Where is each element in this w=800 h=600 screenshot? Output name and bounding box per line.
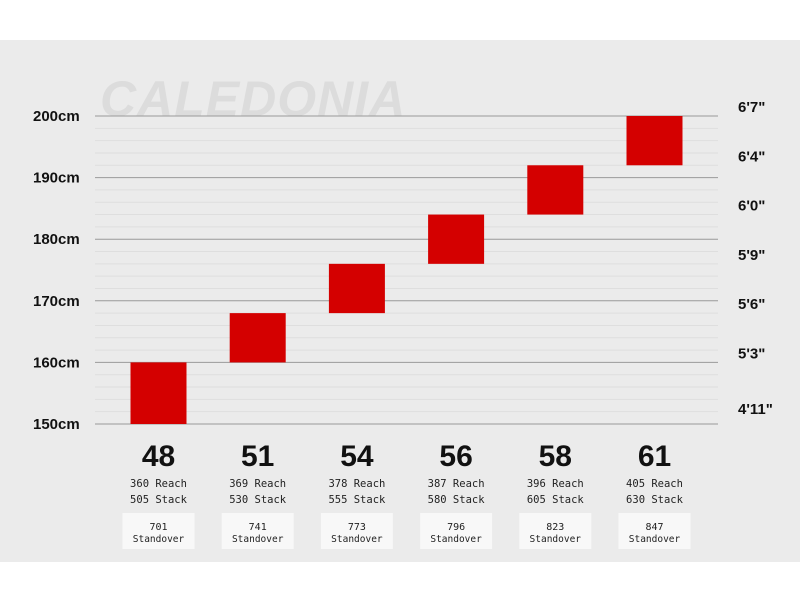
brand-watermark: CALEDONIA bbox=[100, 71, 407, 127]
reach-label: 369 Reach bbox=[229, 478, 286, 490]
reach-label: 396 Reach bbox=[527, 478, 584, 490]
size-bar-51 bbox=[229, 313, 286, 363]
reach-label: 360 Reach bbox=[130, 478, 187, 490]
size-label: 58 bbox=[539, 440, 572, 473]
right-tick-label: 5'3" bbox=[738, 345, 765, 362]
left-tick-label: 180cm bbox=[33, 231, 80, 248]
standover-label: Standover bbox=[629, 534, 681, 545]
size-label: 51 bbox=[241, 440, 274, 473]
reach-label: 378 Reach bbox=[328, 478, 385, 490]
stack-label: 505 Stack bbox=[130, 494, 188, 506]
right-tick-label: 5'6" bbox=[738, 296, 765, 313]
size-label: 56 bbox=[439, 440, 472, 473]
standover-value: 823 bbox=[546, 522, 564, 533]
standover-value: 773 bbox=[348, 522, 366, 533]
stack-label: 555 Stack bbox=[328, 494, 386, 506]
size-bar-48 bbox=[130, 362, 187, 424]
standover-label: Standover bbox=[530, 534, 582, 545]
stack-label: 630 Stack bbox=[626, 494, 684, 506]
left-tick-label: 200cm bbox=[33, 108, 80, 125]
standover-label: Standover bbox=[430, 534, 482, 545]
left-tick-label: 160cm bbox=[33, 354, 80, 371]
stack-label: 530 Stack bbox=[229, 494, 287, 506]
size-bar-61 bbox=[626, 116, 683, 166]
standover-box bbox=[618, 513, 691, 549]
right-tick-label: 6'4" bbox=[738, 148, 765, 165]
size-label: 54 bbox=[340, 440, 374, 473]
size-bar-54 bbox=[328, 263, 385, 314]
stack-label: 580 Stack bbox=[428, 494, 486, 506]
right-tick-label: 6'0" bbox=[738, 198, 765, 215]
standover-label: Standover bbox=[133, 534, 185, 545]
right-tick-label: 5'9" bbox=[738, 247, 765, 264]
left-tick-label: 190cm bbox=[33, 170, 80, 187]
standover-value: 796 bbox=[447, 522, 465, 533]
standover-value: 847 bbox=[645, 522, 663, 533]
standover-box bbox=[519, 513, 592, 549]
right-tick-label: 4'11" bbox=[738, 401, 773, 418]
left-tick-label: 150cm bbox=[33, 416, 80, 433]
size-bar-58 bbox=[527, 165, 584, 215]
standover-box bbox=[320, 513, 393, 549]
left-tick-label: 170cm bbox=[33, 293, 80, 310]
stack-label: 605 Stack bbox=[527, 494, 585, 506]
standover-box bbox=[420, 513, 493, 549]
standover-label: Standover bbox=[232, 534, 284, 545]
standover-label: Standover bbox=[331, 534, 383, 545]
standover-box bbox=[122, 513, 195, 549]
standover-box bbox=[221, 513, 294, 549]
reach-label: 387 Reach bbox=[428, 478, 485, 490]
reach-label: 405 Reach bbox=[626, 478, 683, 490]
size-label: 61 bbox=[638, 440, 671, 473]
size-bar-56 bbox=[428, 214, 485, 264]
size-label: 48 bbox=[142, 440, 175, 473]
standover-value: 741 bbox=[249, 522, 267, 533]
right-tick-label: 6'7" bbox=[738, 99, 765, 116]
standover-value: 701 bbox=[149, 522, 167, 533]
